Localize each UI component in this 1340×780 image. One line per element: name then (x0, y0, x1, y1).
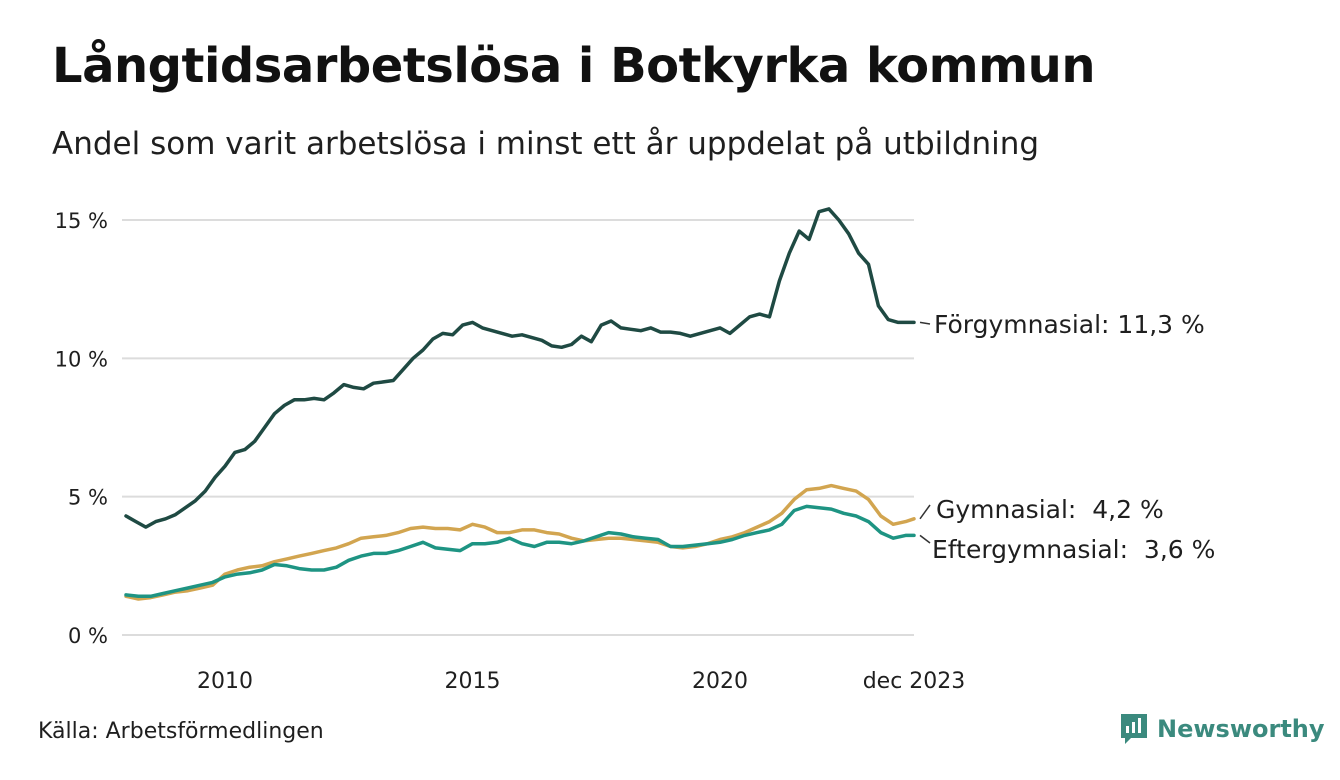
brand-name: Newsworthy (1157, 715, 1325, 743)
series-end-label-forgymnasial: Förgymnasial: 11,3 % (934, 310, 1205, 339)
x-tick-label: dec 2023 (863, 669, 966, 694)
label-connector-eftergymnasial (919, 534, 931, 544)
series-line-gymnasial (124, 483, 916, 601)
y-tick-label: 0 % (68, 624, 108, 648)
x-tick-label: 2015 (444, 669, 500, 694)
label-connector-forgymnasial (919, 321, 931, 325)
y-tick-label: 5 % (68, 486, 108, 510)
y-tick-label: 10 % (55, 347, 108, 371)
chart-subtitle: Andel som varit arbetslösa i minst ett å… (52, 126, 1040, 162)
chart-title: Långtidsarbetslösa i Botkyrka kommun (52, 38, 1096, 94)
series-line-forgymnasial (124, 207, 916, 529)
grid (122, 219, 914, 636)
series-lines (124, 207, 916, 601)
series-end-labels: Förgymnasial: 11,3 % Gymnasial: 4,2 % Efte… (919, 310, 1215, 564)
label-connector-gymnasial (919, 504, 931, 520)
y-tick-label: 15 % (55, 209, 108, 233)
brand-logo: Newsworthy (1119, 712, 1325, 746)
series-end-label-eftergymnasial: Eftergymnasial: 3,6 % (932, 535, 1215, 564)
source-note: Källa: Arbetsförmedlingen (38, 719, 324, 744)
newsworthy-icon (1121, 714, 1147, 744)
x-axis: 2010 2015 2020 dec 2023 (197, 669, 965, 694)
x-tick-label: 2010 (197, 669, 253, 694)
series-end-label-gymnasial: Gymnasial: 4,2 % (936, 495, 1164, 524)
y-axis: 0 % 5 % 10 % 15 % (55, 209, 108, 648)
series-line-eftergymnasial (124, 504, 916, 599)
x-tick-label: 2020 (692, 669, 748, 694)
